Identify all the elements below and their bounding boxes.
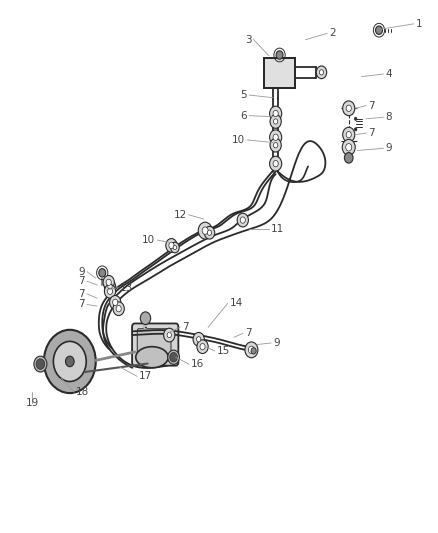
Circle shape <box>273 134 278 140</box>
Circle shape <box>273 110 278 117</box>
FancyBboxPatch shape <box>137 329 171 360</box>
Circle shape <box>276 51 283 59</box>
Bar <box>265 58 295 88</box>
Circle shape <box>168 350 180 365</box>
Text: 9: 9 <box>273 338 280 348</box>
Text: 16: 16 <box>191 359 204 369</box>
Circle shape <box>316 66 327 79</box>
Circle shape <box>343 101 355 116</box>
Text: 7: 7 <box>78 289 85 299</box>
Circle shape <box>53 342 86 382</box>
Circle shape <box>197 337 201 342</box>
Text: 5: 5 <box>240 90 247 100</box>
Circle shape <box>140 312 151 325</box>
Circle shape <box>270 130 282 144</box>
Circle shape <box>248 346 254 353</box>
Circle shape <box>270 139 281 152</box>
Circle shape <box>270 115 281 128</box>
Circle shape <box>198 222 212 239</box>
Circle shape <box>344 152 353 163</box>
Text: 19: 19 <box>25 398 39 408</box>
Text: 15: 15 <box>217 346 230 356</box>
Circle shape <box>202 227 208 235</box>
FancyBboxPatch shape <box>132 324 178 366</box>
Circle shape <box>273 119 278 124</box>
Text: 1: 1 <box>416 19 422 29</box>
Text: 18: 18 <box>76 387 89 397</box>
Circle shape <box>167 333 171 338</box>
Circle shape <box>173 245 177 249</box>
Circle shape <box>346 132 351 138</box>
Circle shape <box>273 142 278 148</box>
Circle shape <box>44 330 96 393</box>
Circle shape <box>197 340 208 353</box>
Circle shape <box>270 156 282 171</box>
Circle shape <box>166 239 177 252</box>
Text: 2: 2 <box>329 28 336 38</box>
Circle shape <box>110 295 121 309</box>
Circle shape <box>116 305 121 312</box>
Circle shape <box>343 127 355 142</box>
Circle shape <box>170 242 179 253</box>
Circle shape <box>170 352 177 362</box>
Text: 17: 17 <box>139 371 152 381</box>
Text: 8: 8 <box>385 112 392 122</box>
Circle shape <box>251 348 256 354</box>
Circle shape <box>164 328 175 342</box>
Bar <box>265 58 295 88</box>
Circle shape <box>99 269 106 277</box>
Text: 13: 13 <box>120 282 133 293</box>
Text: 7: 7 <box>368 101 375 111</box>
Circle shape <box>245 342 258 358</box>
Circle shape <box>375 26 382 35</box>
Circle shape <box>200 343 205 350</box>
Circle shape <box>354 128 357 131</box>
Circle shape <box>240 217 245 223</box>
Text: 7: 7 <box>368 128 375 138</box>
Circle shape <box>113 299 118 305</box>
Ellipse shape <box>136 346 168 368</box>
Text: 4: 4 <box>385 69 392 79</box>
Circle shape <box>193 333 204 346</box>
Circle shape <box>270 106 282 121</box>
Circle shape <box>237 213 248 227</box>
Circle shape <box>34 356 47 372</box>
Circle shape <box>36 359 45 369</box>
Circle shape <box>108 284 112 289</box>
Circle shape <box>104 285 116 298</box>
Text: 11: 11 <box>271 223 284 233</box>
Text: 10: 10 <box>232 135 245 145</box>
Circle shape <box>106 279 111 286</box>
Circle shape <box>346 143 352 151</box>
Circle shape <box>169 242 174 248</box>
Circle shape <box>354 117 357 120</box>
Circle shape <box>273 160 278 167</box>
Circle shape <box>346 105 351 111</box>
Text: 3: 3 <box>245 35 251 45</box>
Circle shape <box>342 140 355 155</box>
Circle shape <box>207 230 212 236</box>
Text: 6: 6 <box>240 111 247 120</box>
Circle shape <box>204 227 215 239</box>
Text: 14: 14 <box>230 298 243 309</box>
Circle shape <box>66 356 74 367</box>
Text: 10: 10 <box>142 235 155 245</box>
Circle shape <box>107 288 113 294</box>
Text: 12: 12 <box>173 210 187 220</box>
Circle shape <box>319 70 324 75</box>
Text: 7: 7 <box>245 328 251 338</box>
Circle shape <box>113 302 124 316</box>
Circle shape <box>103 276 114 289</box>
Text: 7: 7 <box>182 322 189 332</box>
Text: 7: 7 <box>78 276 85 286</box>
Circle shape <box>104 280 116 293</box>
Text: 9: 9 <box>385 143 392 154</box>
Text: 9: 9 <box>78 267 85 277</box>
Text: 7: 7 <box>78 300 85 310</box>
